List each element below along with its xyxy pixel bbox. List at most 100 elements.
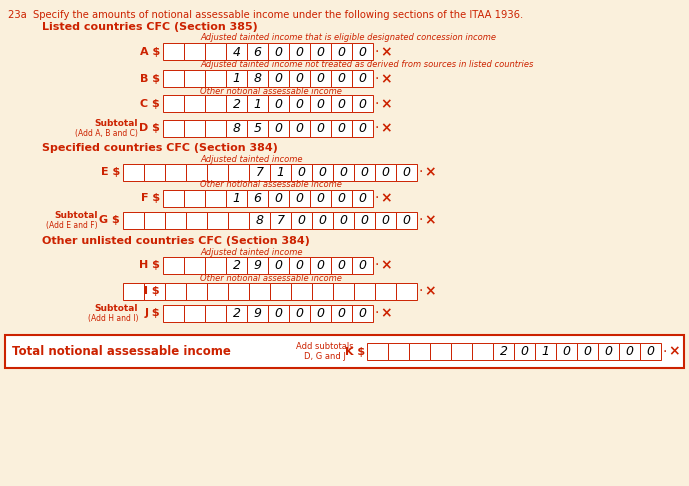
Bar (144, 163, 165, 180)
Text: 2: 2 (232, 259, 240, 272)
Bar (310, 190, 331, 207)
Text: 0: 0 (296, 259, 303, 272)
Bar (163, 96, 184, 112)
Bar (184, 44, 205, 60)
Text: ×: × (424, 165, 435, 179)
Bar (352, 120, 373, 137)
Text: ·: · (374, 97, 378, 111)
Text: ×: × (424, 284, 435, 298)
Text: 0: 0 (274, 46, 282, 58)
Bar (247, 257, 268, 274)
Bar (123, 282, 144, 299)
Bar (640, 343, 661, 360)
Text: 0: 0 (274, 259, 282, 272)
Text: 1: 1 (232, 72, 240, 86)
Bar (247, 70, 268, 87)
Bar (184, 190, 205, 207)
Bar (226, 120, 247, 137)
Text: ·: · (374, 121, 378, 135)
Bar (352, 190, 373, 207)
Text: Adjusted tainted income that is eligible designated concession income: Adjusted tainted income that is eligible… (200, 33, 496, 42)
Bar (556, 343, 577, 360)
Text: 0: 0 (402, 213, 411, 226)
Text: 0: 0 (358, 307, 367, 319)
Text: E $: E $ (101, 167, 120, 177)
Bar (333, 163, 354, 180)
Bar (331, 70, 352, 87)
Bar (514, 343, 535, 360)
Bar (291, 211, 312, 228)
Text: 0: 0 (358, 46, 367, 58)
Bar (163, 305, 184, 322)
Text: 0: 0 (402, 166, 411, 178)
Bar (375, 211, 396, 228)
Bar (270, 211, 291, 228)
Bar (352, 96, 373, 112)
Bar (291, 163, 312, 180)
Bar (289, 44, 310, 60)
Text: ×: × (380, 72, 391, 86)
Bar (268, 305, 289, 322)
Text: Listed countries CFC (Section 385): Listed countries CFC (Section 385) (42, 22, 258, 32)
Bar (205, 305, 226, 322)
Bar (367, 343, 388, 360)
Text: (Add E and F): (Add E and F) (46, 221, 98, 229)
Text: 0: 0 (316, 122, 325, 135)
Bar (331, 190, 352, 207)
Text: 0: 0 (338, 307, 345, 319)
Bar (207, 211, 228, 228)
Text: 0: 0 (296, 122, 303, 135)
Bar (331, 120, 352, 137)
Text: B $: B $ (140, 74, 160, 84)
Bar (123, 163, 144, 180)
Text: Subtotal: Subtotal (94, 119, 138, 127)
Bar (163, 44, 184, 60)
Bar (310, 44, 331, 60)
Bar (247, 120, 268, 137)
Text: ·: · (418, 165, 422, 179)
Bar (291, 282, 312, 299)
Text: 6: 6 (254, 46, 262, 58)
Text: 0: 0 (274, 72, 282, 86)
Text: 4: 4 (232, 46, 240, 58)
Bar (312, 282, 333, 299)
Bar (184, 96, 205, 112)
Bar (163, 190, 184, 207)
Bar (205, 257, 226, 274)
Text: 9: 9 (254, 259, 262, 272)
Bar (396, 282, 417, 299)
Bar (472, 343, 493, 360)
Bar (226, 44, 247, 60)
Bar (205, 120, 226, 137)
Text: F $: F $ (141, 193, 160, 203)
Text: 0: 0 (318, 213, 327, 226)
Text: 0: 0 (338, 259, 345, 272)
Bar (310, 305, 331, 322)
Text: Adjusted tainted income: Adjusted tainted income (200, 155, 302, 164)
Bar (577, 343, 598, 360)
Bar (205, 190, 226, 207)
Text: ×: × (424, 213, 435, 227)
Bar (289, 257, 310, 274)
Bar (207, 163, 228, 180)
Text: ·: · (418, 284, 422, 298)
Text: 0: 0 (604, 345, 613, 358)
Text: Subtotal: Subtotal (54, 210, 98, 220)
Text: 2: 2 (232, 98, 240, 110)
Text: Adjusted tainted income not treated as derived from sources in listed countries: Adjusted tainted income not treated as d… (200, 60, 533, 69)
Bar (333, 211, 354, 228)
Bar (375, 163, 396, 180)
Bar (289, 70, 310, 87)
Bar (493, 343, 514, 360)
Text: 0: 0 (296, 72, 303, 86)
Text: Other unlisted countries CFC (Section 384): Other unlisted countries CFC (Section 38… (42, 236, 310, 246)
Bar (268, 190, 289, 207)
Bar (312, 211, 333, 228)
Bar (289, 190, 310, 207)
Bar (184, 70, 205, 87)
Bar (352, 305, 373, 322)
Bar (310, 257, 331, 274)
Bar (310, 96, 331, 112)
Text: 0: 0 (338, 72, 345, 86)
Bar (352, 257, 373, 274)
